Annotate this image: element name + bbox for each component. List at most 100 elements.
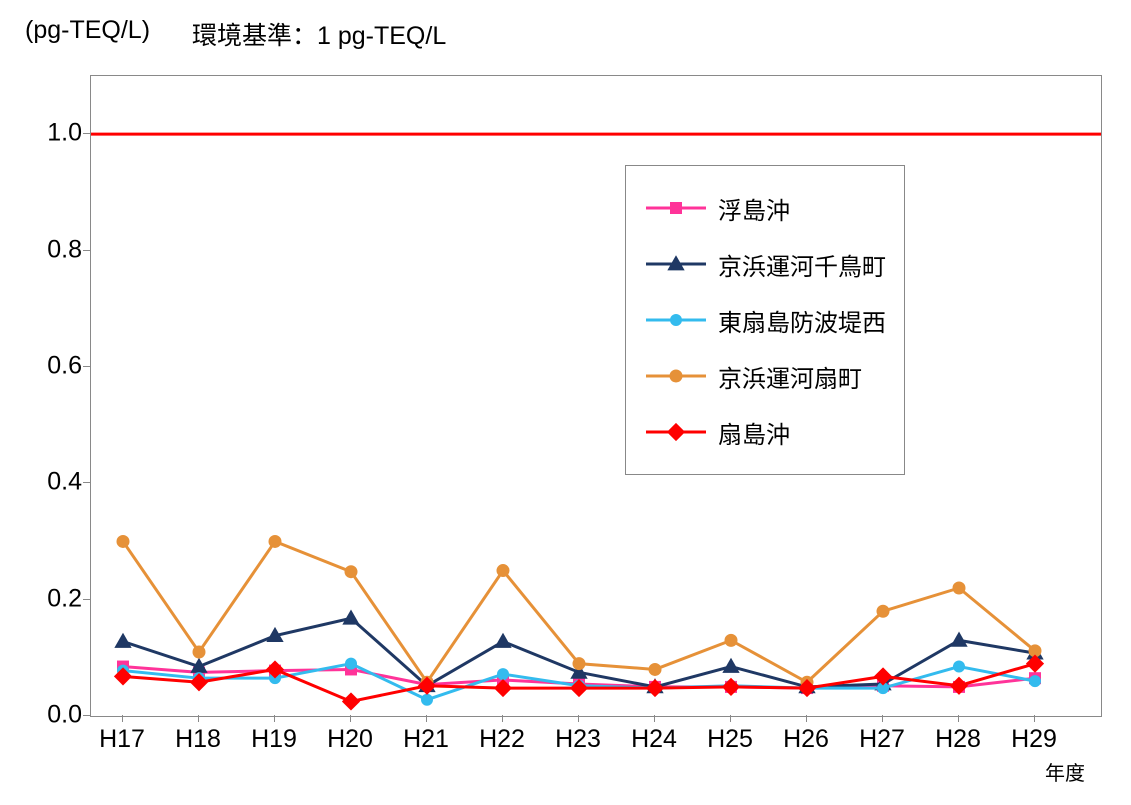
series-marker bbox=[495, 680, 512, 697]
series-marker bbox=[269, 535, 281, 547]
series-marker bbox=[421, 676, 433, 688]
series-marker bbox=[649, 663, 661, 675]
y-tick-label: 0.6 bbox=[12, 351, 82, 380]
series-marker bbox=[1030, 676, 1041, 687]
series-marker bbox=[497, 565, 509, 577]
y-tick-label: 0.0 bbox=[12, 701, 82, 730]
series-marker bbox=[343, 693, 360, 710]
y-tick-mark bbox=[83, 599, 90, 600]
series-marker bbox=[115, 634, 131, 648]
series-marker bbox=[878, 680, 889, 691]
x-tick-mark bbox=[1034, 715, 1035, 722]
legend-item: 京浜運河千鳥町 bbox=[644, 236, 886, 292]
series-marker bbox=[115, 668, 132, 685]
series-marker bbox=[954, 661, 965, 672]
series-marker bbox=[267, 661, 284, 678]
x-tick-mark bbox=[654, 715, 655, 722]
series-marker bbox=[574, 680, 585, 691]
series-marker bbox=[574, 679, 585, 690]
series-marker bbox=[343, 610, 359, 624]
x-tick-mark bbox=[426, 715, 427, 722]
series-marker bbox=[878, 683, 889, 694]
series-marker bbox=[1029, 645, 1041, 657]
x-tick-mark bbox=[274, 715, 275, 722]
series-marker bbox=[802, 683, 813, 694]
x-tick-mark bbox=[730, 715, 731, 722]
series-marker bbox=[799, 680, 816, 697]
legend-label: 京浜運河千鳥町 bbox=[718, 247, 886, 282]
series-marker bbox=[193, 646, 205, 658]
legend-swatch bbox=[644, 196, 714, 220]
x-tick-label: H21 bbox=[403, 725, 449, 754]
series-line bbox=[123, 541, 1035, 682]
legend-swatch bbox=[644, 364, 714, 388]
series-marker bbox=[498, 674, 509, 685]
y-axis-unit-label: (pg-TEQ/L) bbox=[25, 16, 150, 45]
series-marker bbox=[951, 633, 967, 647]
legend: 浮島沖京浜運河千鳥町東扇島防波堤西京浜運河扇町扇島沖 bbox=[625, 165, 905, 475]
x-tick-mark bbox=[806, 715, 807, 722]
series-marker bbox=[953, 582, 965, 594]
series-marker bbox=[270, 673, 281, 684]
series-marker bbox=[346, 658, 357, 669]
legend-swatch bbox=[644, 420, 714, 444]
series-marker bbox=[801, 676, 813, 688]
x-tick-label: H19 bbox=[251, 725, 297, 754]
x-tick-mark bbox=[122, 715, 123, 722]
series-marker bbox=[495, 634, 511, 648]
y-tick-label: 0.8 bbox=[12, 235, 82, 264]
series-marker bbox=[118, 665, 129, 676]
x-tick-label: H29 bbox=[1011, 725, 1057, 754]
series-line bbox=[123, 618, 1035, 687]
series-marker bbox=[194, 667, 205, 678]
series-line bbox=[123, 664, 1035, 702]
x-tick-label: H28 bbox=[935, 725, 981, 754]
series-marker bbox=[647, 679, 663, 693]
series-marker bbox=[345, 566, 357, 578]
series-marker bbox=[726, 680, 737, 691]
series-marker bbox=[571, 665, 587, 679]
series-marker bbox=[1027, 655, 1044, 672]
x-tick-label: H26 bbox=[783, 725, 829, 754]
legend-item: 京浜運河扇町 bbox=[644, 348, 886, 404]
series-marker bbox=[346, 664, 357, 675]
series-marker bbox=[723, 679, 740, 696]
legend-label: 浮島沖 bbox=[718, 191, 790, 226]
series-marker bbox=[498, 669, 509, 680]
x-tick-label: H18 bbox=[175, 725, 221, 754]
x-tick-label: H20 bbox=[327, 725, 373, 754]
series-marker bbox=[650, 683, 661, 694]
series-marker bbox=[951, 677, 968, 694]
series-marker bbox=[799, 679, 815, 693]
series-marker bbox=[422, 694, 433, 705]
series-line bbox=[123, 664, 1035, 700]
x-tick-mark bbox=[958, 715, 959, 722]
series-marker bbox=[723, 659, 739, 673]
x-tick-label: H27 bbox=[859, 725, 905, 754]
y-tick-label: 0.4 bbox=[12, 468, 82, 497]
series-marker bbox=[267, 628, 283, 642]
x-tick-label: H22 bbox=[479, 725, 525, 754]
series-marker bbox=[571, 680, 588, 697]
series-marker bbox=[802, 683, 813, 694]
x-tick-label: H24 bbox=[631, 725, 677, 754]
series-marker bbox=[875, 668, 892, 685]
x-tick-mark bbox=[502, 715, 503, 722]
series-marker bbox=[1027, 645, 1043, 659]
series-marker bbox=[419, 678, 435, 692]
series-marker bbox=[117, 535, 129, 547]
series-marker bbox=[191, 674, 208, 691]
series-marker bbox=[647, 680, 664, 697]
series-marker bbox=[1030, 673, 1041, 684]
chart-title: 環境基準：1 pg-TEQ/L bbox=[192, 16, 446, 52]
legend-label: 扇島沖 bbox=[718, 415, 790, 450]
y-tick-mark bbox=[83, 715, 90, 716]
x-axis-label: 年度 bbox=[1045, 757, 1085, 786]
x-tick-mark bbox=[198, 715, 199, 722]
y-tick-mark bbox=[83, 133, 90, 134]
series-marker bbox=[725, 634, 737, 646]
legend-item: 扇島沖 bbox=[644, 404, 886, 460]
series-marker bbox=[194, 673, 205, 684]
series-marker bbox=[877, 605, 889, 617]
x-tick-label: H23 bbox=[555, 725, 601, 754]
